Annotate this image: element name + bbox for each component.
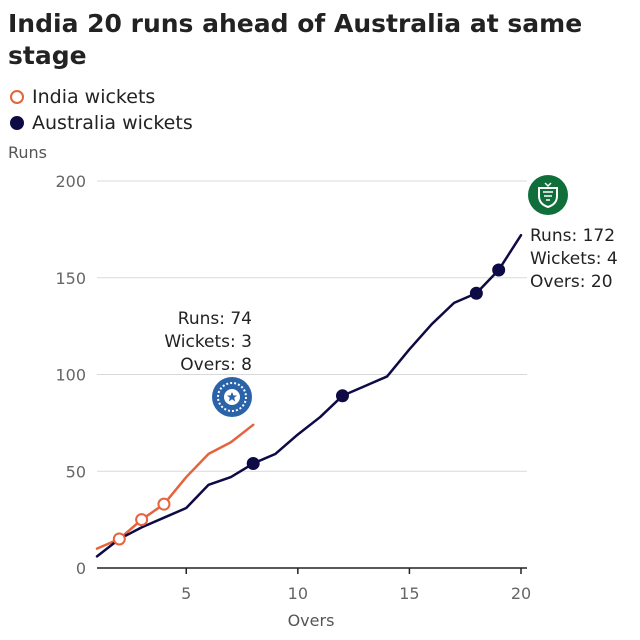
x-axis-label: Overs — [288, 611, 335, 630]
x-tick-label-10: 10 — [288, 584, 308, 603]
x-tick-label-15: 15 — [399, 584, 419, 603]
australia-annotation-overs: Overs: 20 — [530, 272, 613, 292]
australia-wicket-point-over-12 — [335, 389, 349, 403]
india-annotation-overs: Overs: 8 — [180, 355, 252, 375]
india-wicket-marker-icon — [10, 90, 24, 104]
gridlines — [97, 180, 527, 472]
india-wicket-point-over-2 — [112, 532, 126, 546]
australia-runs-line — [95, 233, 523, 558]
chart-legend: India wickets Australia wickets — [10, 84, 193, 136]
india-wicket-point-over-3 — [135, 513, 149, 527]
axes: 0 50 100 150 200 5 10 15 20 — [55, 172, 531, 603]
series — [95, 233, 523, 558]
australia-annotation-runs: Runs: 172 — [530, 226, 615, 246]
y-tick-label-150: 150 — [55, 269, 86, 288]
y-tick-label-100: 100 — [55, 366, 86, 385]
legend-item-australia: Australia wickets — [10, 110, 193, 136]
y-tick-label-200: 200 — [55, 172, 86, 191]
y-tick-label-0: 0 — [76, 559, 86, 578]
india-annotation-runs: Runs: 74 — [178, 309, 252, 329]
x-tick-label-20: 20 — [511, 584, 531, 603]
australia-wicket-point-over-19 — [492, 263, 506, 277]
australia-team-badge-icon — [528, 175, 568, 215]
x-tick-label-5: 5 — [181, 584, 191, 603]
y-axis-label: Runs — [8, 143, 47, 162]
india-annotation: Runs: 74 Wickets: 3 Overs: 8 — [164, 309, 252, 375]
india-wicket-point-over-4 — [157, 497, 171, 511]
australia-wicket-marker-icon — [10, 116, 24, 130]
y-tick-label-50: 50 — [66, 462, 86, 481]
australia-wicket-point-over-18 — [469, 286, 483, 300]
india-runs-line — [95, 423, 255, 550]
india-team-badge-icon — [212, 377, 252, 417]
legend-label-australia: Australia wickets — [32, 112, 193, 134]
australia-wicket-point-over-8 — [246, 457, 260, 471]
legend-item-india: India wickets — [10, 84, 193, 110]
india-annotation-wickets: Wickets: 3 — [164, 332, 252, 352]
australia-annotation-wickets: Wickets: 4 — [530, 249, 618, 269]
legend-label-india: India wickets — [32, 86, 156, 108]
chart-title: India 20 runs ahead of Australia at same… — [8, 9, 583, 70]
australia-annotation: Runs: 172 Wickets: 4 Overs: 20 — [530, 226, 618, 292]
